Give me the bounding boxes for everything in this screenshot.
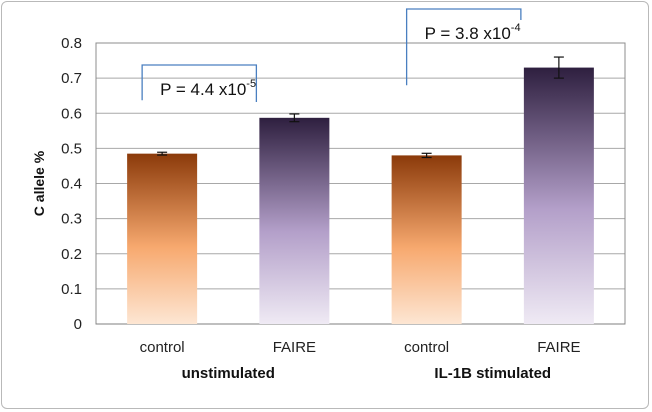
y-tick-label: 0.2 (61, 246, 82, 263)
p-value-label: P = 3.8 x10-4 (425, 22, 521, 43)
bar-unstimulated-faire (259, 117, 330, 324)
y-tick-label: 0.1 (61, 281, 82, 298)
x-tick-label: FAIRE (273, 339, 316, 356)
y-tick-label: 0.3 (61, 211, 82, 228)
group-label: unstimulated (182, 365, 275, 382)
bar-il-1b-stimulated-control (391, 155, 462, 324)
y-tick-label: 0.7 (61, 70, 82, 87)
y-tick-label: 0 (74, 316, 82, 333)
significance-bracket (141, 64, 258, 102)
y-tick-label: 0.5 (61, 140, 82, 157)
significance-bracket (405, 8, 522, 86)
y-tick-label: 0.8 (61, 35, 82, 52)
y-tick-label: 0.4 (61, 176, 82, 193)
x-tick-label: FAIRE (537, 339, 580, 356)
x-tick-label: control (140, 339, 185, 356)
labels: 0 0.1 0.2 0.3 0.4 0.5 0.6 0.7 0.8 C allele % contr… (31, 35, 581, 382)
bars (127, 56, 594, 325)
x-tick-label: control (404, 339, 449, 356)
p-value-exponent: -5 (246, 78, 256, 90)
y-axis-label: C allele % (31, 150, 47, 216)
group-label: IL-1B stimulated (434, 365, 551, 382)
bar-unstimulated-control (127, 153, 198, 324)
bar-il-1b-stimulated-faire (523, 67, 594, 325)
annotations: P = 4.4 x10-5 P = 3.8 x10-4 (141, 8, 522, 102)
p-value-exponent: -4 (511, 22, 521, 34)
y-tick-label: 0.6 (61, 105, 82, 122)
p-value-label: P = 4.4 x10-5 (160, 78, 256, 99)
